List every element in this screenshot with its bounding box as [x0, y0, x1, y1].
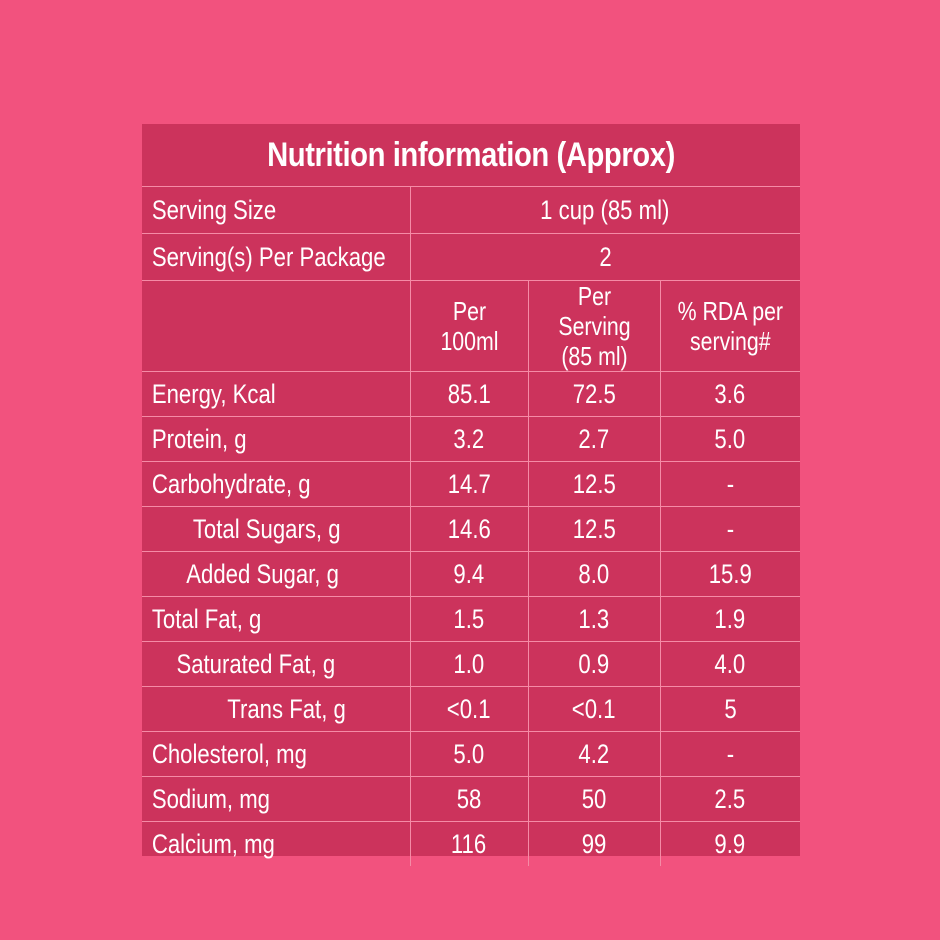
- nutrient-label: Sodium, mg: [142, 776, 411, 822]
- nutrient-label: Total Fat, g: [142, 596, 411, 642]
- per-serving-value: 4.2: [527, 731, 661, 777]
- nutrient-label: Energy, Kcal: [142, 371, 411, 417]
- header-blank: [142, 280, 411, 372]
- per-serving-value: 50: [527, 776, 661, 822]
- rda-value: 1.9: [659, 596, 800, 642]
- table-row: Carbohydrate, g 14.7 12.5 -: [142, 461, 800, 507]
- table-row: Calcium, mg 116 99 9.9: [142, 821, 800, 866]
- nutrient-label: Carbohydrate, g: [142, 461, 411, 507]
- nutrient-label: Calcium, mg: [142, 821, 411, 866]
- servings-per-package-row: Serving(s) Per Package 2: [142, 233, 800, 281]
- rda-value: -: [659, 731, 800, 777]
- table-row: Trans Fat, g <0.1 <0.1 5: [142, 686, 800, 732]
- per-100-value: 58: [409, 776, 529, 822]
- per-serving-value: <0.1: [527, 686, 661, 732]
- rda-value: -: [659, 461, 800, 507]
- nutrition-panel: Nutrition information (Approx) Serving S…: [142, 124, 800, 866]
- header-per-100: Per 100ml: [409, 280, 529, 372]
- per-100-value: 116: [409, 821, 529, 866]
- per-100-value: 14.7: [409, 461, 529, 507]
- serving-size-label: Serving Size: [142, 186, 411, 234]
- per-100-value: 1.0: [409, 641, 529, 687]
- table-row: Added Sugar, g 9.4 8.0 15.9: [142, 551, 800, 597]
- column-header-row: Per 100ml Per Serving (85 ml) % RDA per se…: [142, 280, 800, 372]
- nutrient-label: Saturated Fat, g: [142, 641, 411, 687]
- header-rda: % RDA per serving#: [659, 280, 800, 372]
- per-100-value: <0.1: [409, 686, 529, 732]
- rda-value: -: [659, 506, 800, 552]
- table-title: Nutrition information (Approx): [267, 135, 675, 174]
- serving-size-value: 1 cup (85 ml): [409, 186, 800, 234]
- table-row: Cholesterol, mg 5.0 4.2 -: [142, 731, 800, 777]
- per-serving-value: 2.7: [527, 416, 661, 462]
- rda-value: 15.9: [659, 551, 800, 597]
- servings-per-package-label: Serving(s) Per Package: [142, 233, 411, 281]
- nutrient-label: Total Sugars, g: [142, 506, 411, 552]
- rda-value: 5.0: [659, 416, 800, 462]
- rda-value: 3.6: [659, 371, 800, 417]
- per-serving-value: 12.5: [527, 506, 661, 552]
- table-row: Sodium, mg 58 50 2.5: [142, 776, 800, 822]
- serving-size-row: Serving Size 1 cup (85 ml): [142, 186, 800, 234]
- table-row: Total Fat, g 1.5 1.3 1.9: [142, 596, 800, 642]
- nutrient-label: Added Sugar, g: [142, 551, 411, 597]
- nutrient-label: Cholesterol, mg: [142, 731, 411, 777]
- rda-value: 2.5: [659, 776, 800, 822]
- per-100-value: 85.1: [409, 371, 529, 417]
- table-row: Protein, g 3.2 2.7 5.0: [142, 416, 800, 462]
- nutrient-label: Protein, g: [142, 416, 411, 462]
- nutrition-table: Serving Size 1 cup (85 ml) Serving(s) Pe…: [142, 186, 800, 866]
- rda-value: 4.0: [659, 641, 800, 687]
- rda-value: 9.9: [659, 821, 800, 866]
- per-100-value: 14.6: [409, 506, 529, 552]
- table-row: Saturated Fat, g 1.0 0.9 4.0: [142, 641, 800, 687]
- header-per-serving: Per Serving (85 ml): [527, 280, 661, 372]
- per-serving-value: 12.5: [527, 461, 661, 507]
- table-row: Energy, Kcal 85.1 72.5 3.6: [142, 371, 800, 417]
- per-100-value: 1.5: [409, 596, 529, 642]
- per-100-value: 5.0: [409, 731, 529, 777]
- rda-value: 5: [659, 686, 800, 732]
- per-serving-value: 99: [527, 821, 661, 866]
- servings-per-package-value: 2: [409, 233, 800, 281]
- per-serving-value: 0.9: [527, 641, 661, 687]
- per-serving-value: 1.3: [527, 596, 661, 642]
- per-100-value: 9.4: [409, 551, 529, 597]
- per-serving-value: 72.5: [527, 371, 661, 417]
- per-serving-value: 8.0: [527, 551, 661, 597]
- table-row: Total Sugars, g 14.6 12.5 -: [142, 506, 800, 552]
- per-100-value: 3.2: [409, 416, 529, 462]
- nutrient-label: Trans Fat, g: [142, 686, 411, 732]
